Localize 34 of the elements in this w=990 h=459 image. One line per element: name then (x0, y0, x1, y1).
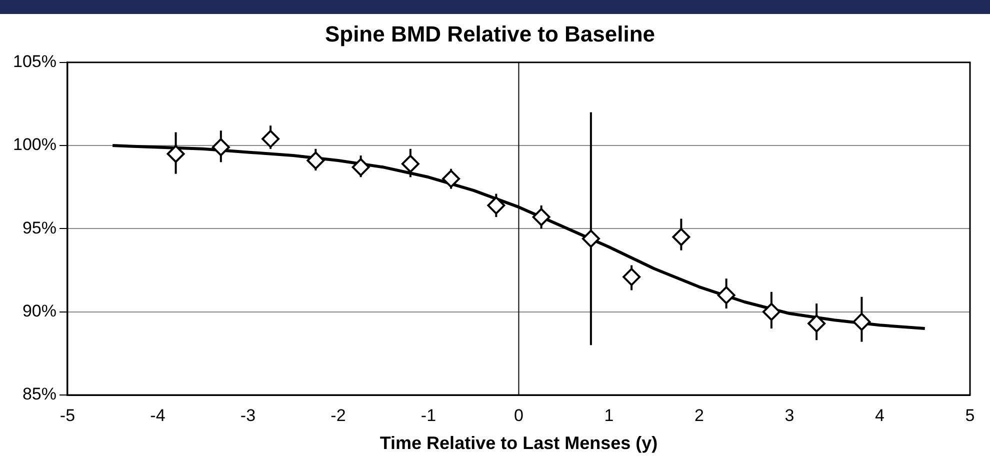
point (852, 312, 871, 331)
x-tick-label: 4 (875, 406, 884, 425)
chart-title: Spine BMD Relative to Baseline (324, 21, 656, 46)
y-tick-label: 95% (22, 218, 56, 238)
point (442, 170, 460, 188)
y-tick-label: 100% (12, 135, 56, 154)
x-tick-label: 0 (514, 406, 524, 425)
y-tick-label: 105% (12, 52, 56, 72)
point (352, 158, 370, 176)
x-tick-label: 2 (694, 406, 704, 425)
point (717, 286, 736, 304)
x-tick-label: -1 (420, 406, 436, 425)
point (262, 130, 280, 148)
y-tick-label: 85% (22, 384, 56, 404)
x-axis-title: Time Relative to Last Menses (y) (380, 433, 658, 454)
x-tick-label: -3 (240, 406, 256, 425)
point (166, 144, 185, 163)
point (401, 154, 420, 173)
point (487, 196, 506, 214)
x-tick-label: 5 (965, 406, 975, 425)
x-tick-label: -2 (330, 406, 346, 425)
x-tick-label: 1 (604, 406, 614, 425)
y-tick-label: 90% (22, 302, 56, 321)
point (306, 152, 325, 170)
x-tick-label: 3 (784, 406, 794, 425)
point (672, 228, 690, 246)
point (622, 268, 641, 286)
x-tick-label: -4 (150, 406, 166, 425)
point (582, 230, 600, 248)
point (212, 138, 230, 156)
x-tick-label: -5 (60, 406, 76, 425)
point (808, 314, 826, 332)
point (532, 208, 550, 226)
point (762, 302, 780, 321)
